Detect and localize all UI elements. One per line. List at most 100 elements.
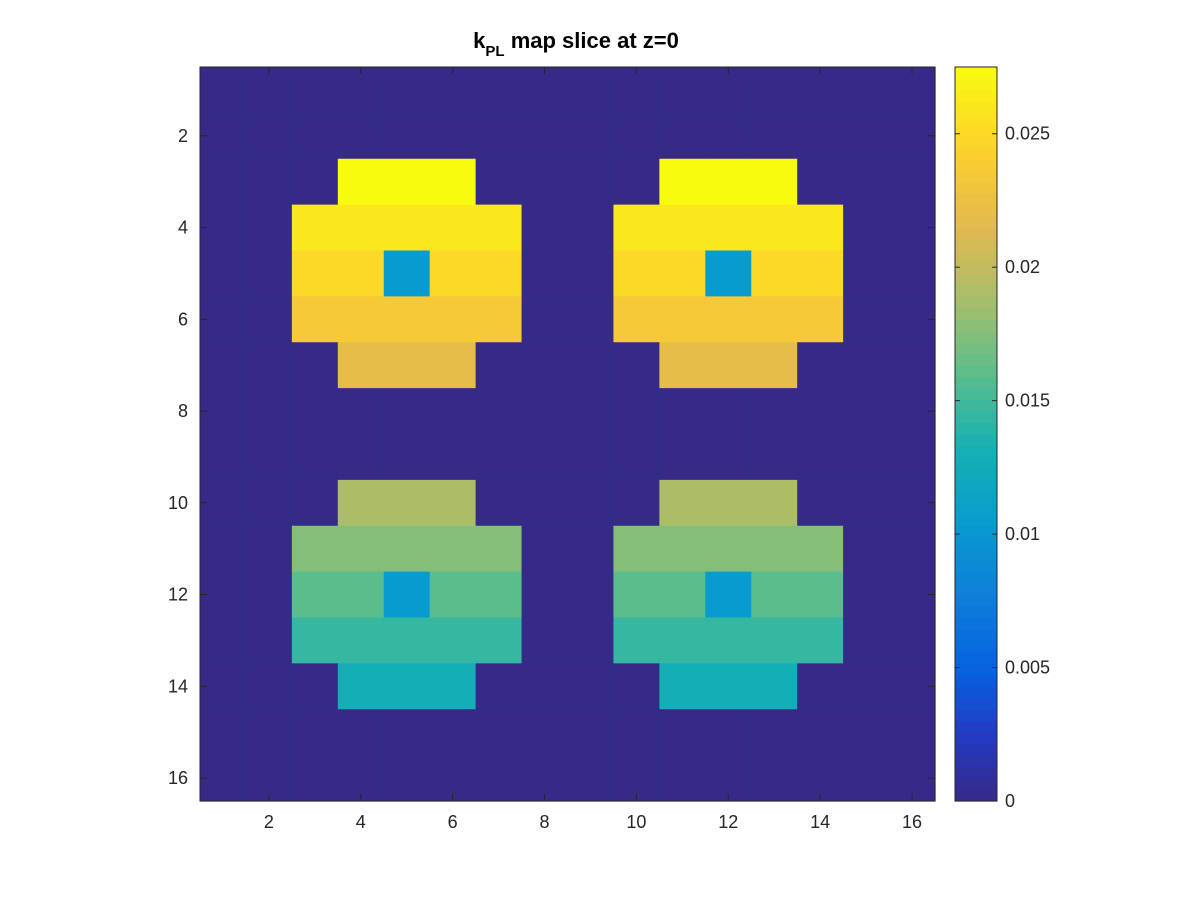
heatmap-cell	[522, 434, 569, 480]
heatmap-cell	[705, 159, 752, 205]
heatmap-cell	[476, 205, 523, 251]
heatmap-cell	[659, 434, 706, 480]
heatmap-cell	[889, 342, 936, 388]
colorbar-band	[955, 170, 997, 182]
heatmap-cell	[476, 159, 523, 205]
heatmap-cell	[659, 251, 706, 297]
heatmap-cell	[843, 342, 890, 388]
y-tick-label: 10	[168, 493, 188, 513]
heatmap-cell	[430, 480, 477, 526]
heatmap-cell	[889, 709, 936, 755]
heatmap-cell	[384, 251, 431, 297]
colorbar-tick-label: 0	[1005, 791, 1015, 811]
x-tick-label: 14	[810, 812, 830, 832]
colorbar-band	[955, 629, 997, 641]
heatmap-cell	[843, 618, 890, 664]
colorbar-band	[955, 652, 997, 664]
heatmap-cell	[338, 113, 385, 159]
heatmap-cell	[568, 572, 615, 618]
heatmap-cell	[476, 388, 523, 434]
heatmap-cell	[568, 434, 615, 480]
heatmap-cell	[843, 205, 890, 251]
chart-title-main: k	[473, 28, 486, 53]
heatmap-cell	[338, 296, 385, 342]
heatmap-cell	[568, 205, 615, 251]
heatmap-cell	[797, 113, 844, 159]
heatmap-cell	[200, 526, 247, 572]
x-tick-label: 8	[540, 812, 550, 832]
heatmap-cell	[568, 159, 615, 205]
heatmap-cell	[705, 663, 752, 709]
colorbar-band	[955, 744, 997, 756]
colorbar-band	[955, 365, 997, 377]
heatmap-cell	[338, 572, 385, 618]
heatmap-cell	[751, 67, 798, 113]
colorbar-band	[955, 411, 997, 423]
colorbar-band	[955, 101, 997, 113]
y-tick-label: 12	[168, 585, 188, 605]
heatmap-cell	[200, 709, 247, 755]
colorbar-band	[955, 90, 997, 102]
heatmap-cell	[292, 159, 339, 205]
heatmap-cell	[797, 480, 844, 526]
heatmap-cell	[659, 663, 706, 709]
heatmap-cell	[843, 526, 890, 572]
x-tick-label: 16	[902, 812, 922, 832]
heatmap-cell	[246, 159, 293, 205]
colorbar-band	[955, 377, 997, 389]
heatmap-cell	[200, 159, 247, 205]
colorbar-band	[955, 124, 997, 136]
heatmap-cell	[797, 618, 844, 664]
heatmap-cell	[338, 526, 385, 572]
heatmap-cell	[430, 296, 477, 342]
heatmap-cell	[430, 251, 477, 297]
heatmap-cell	[476, 296, 523, 342]
heatmap-cell	[292, 434, 339, 480]
colorbar-band	[955, 193, 997, 205]
heatmap-cell	[843, 296, 890, 342]
colorbar-band	[955, 755, 997, 767]
heatmap-cell	[568, 296, 615, 342]
colorbar-band	[955, 445, 997, 457]
heatmap-cell	[843, 572, 890, 618]
heatmap-cell	[522, 480, 569, 526]
heatmap-cell	[338, 251, 385, 297]
heatmap-cell	[705, 113, 752, 159]
heatmap-cell	[751, 205, 798, 251]
colorbar-tick-label: 0.005	[1005, 658, 1050, 678]
heatmap-cell	[659, 67, 706, 113]
heatmap-cell	[797, 572, 844, 618]
colorbar-band	[955, 778, 997, 790]
heatmap-cell	[797, 526, 844, 572]
colorbar-band	[955, 136, 997, 148]
heatmap-cell	[338, 709, 385, 755]
colorbar-gradient	[955, 67, 997, 802]
heatmap-cell	[522, 113, 569, 159]
colorbar-band	[955, 182, 997, 194]
heatmap-cell	[246, 205, 293, 251]
colorbar-band	[955, 205, 997, 217]
colorbar-band	[955, 491, 997, 503]
heatmap-cell	[384, 526, 431, 572]
heatmap-cell	[659, 159, 706, 205]
heatmap-cell	[751, 113, 798, 159]
heatmap-cell	[889, 526, 936, 572]
heatmap-cell	[384, 618, 431, 664]
heatmap-cell	[292, 663, 339, 709]
colorbar-band	[955, 663, 997, 675]
heatmap-cell	[797, 434, 844, 480]
y-tick-label: 16	[168, 768, 188, 788]
heatmap-cell	[476, 572, 523, 618]
heatmap-cell	[613, 205, 660, 251]
chart-title: kPL map slice at z=0	[473, 28, 679, 60]
heatmap-cell	[751, 709, 798, 755]
heatmap-cell	[476, 342, 523, 388]
x-tick-label: 12	[718, 812, 738, 832]
heatmap-cell	[613, 572, 660, 618]
heatmap-cell	[246, 709, 293, 755]
heatmap-cell	[843, 480, 890, 526]
heatmap-cell	[338, 205, 385, 251]
heatmap-cell	[522, 572, 569, 618]
heatmap-cell	[430, 618, 477, 664]
